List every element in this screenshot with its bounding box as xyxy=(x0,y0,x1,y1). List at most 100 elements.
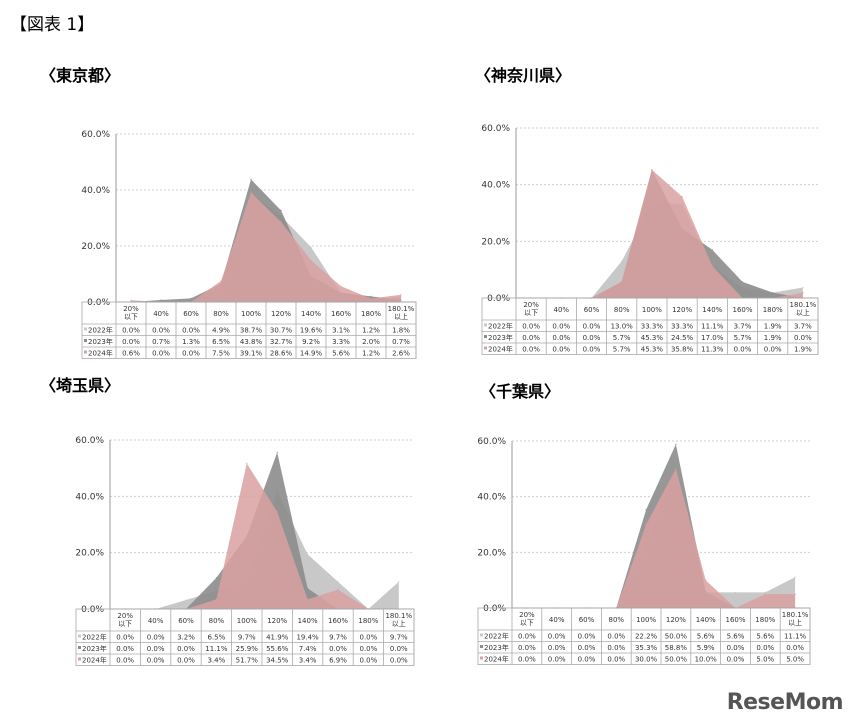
data-label: 0.7% xyxy=(152,338,170,346)
data-label: 45.3% xyxy=(641,334,664,342)
data-label: 9.7% xyxy=(238,634,256,642)
data-label: 6.5% xyxy=(208,634,226,642)
x-tick-label: 60% xyxy=(579,616,595,624)
y-tick-label: 60.0% xyxy=(75,436,104,446)
data-label: 0.6% xyxy=(122,350,140,358)
data-label: 0.0% xyxy=(360,634,378,642)
data-point xyxy=(310,259,312,261)
x-tick-label: 100% xyxy=(636,616,656,624)
data-label: 0.0% xyxy=(177,645,195,653)
data-label: 0.0% xyxy=(122,327,140,335)
x-tick-label: 180.1%以上 xyxy=(385,612,412,628)
legend-swatch xyxy=(480,633,483,637)
x-tick-label: 100% xyxy=(237,617,257,625)
data-label: 19.6% xyxy=(300,327,323,335)
data-point xyxy=(307,553,309,556)
x-tick-label: 140% xyxy=(696,616,716,624)
data-point xyxy=(250,191,252,194)
data-point xyxy=(160,299,162,301)
data-label: 0.0% xyxy=(177,657,195,665)
data-label: 0.0% xyxy=(552,334,570,342)
legend-label: 2022年 xyxy=(82,633,107,642)
data-label: 51.7% xyxy=(236,657,259,665)
data-label: 0.0% xyxy=(360,645,378,653)
x-tick-label: 160% xyxy=(732,306,752,314)
data-point xyxy=(310,246,312,248)
legend-label: 2023年 xyxy=(82,644,107,653)
data-label: 0.0% xyxy=(390,645,408,653)
data-point xyxy=(645,509,647,511)
data-point xyxy=(185,599,187,601)
data-label: 13.0% xyxy=(611,323,634,331)
y-tick-label: 20.0% xyxy=(481,237,510,247)
data-point xyxy=(276,451,278,453)
x-tick-label: 40% xyxy=(148,617,164,625)
data-label: 0.0% xyxy=(518,644,536,652)
x-tick-label: 40% xyxy=(153,310,169,318)
data-label: 0.0% xyxy=(122,338,140,346)
data-label: 0.0% xyxy=(578,633,596,641)
data-point xyxy=(802,286,804,289)
data-label: 0.0% xyxy=(552,323,570,331)
data-label: 11.3% xyxy=(701,346,724,354)
data-point xyxy=(337,589,339,591)
data-label: 39.1% xyxy=(240,350,263,358)
data-point xyxy=(398,581,400,583)
x-tick-label: 160% xyxy=(331,310,351,318)
x-tick-label: 180% xyxy=(755,616,775,624)
data-point xyxy=(621,260,623,262)
data-point xyxy=(802,292,804,294)
legend-swatch xyxy=(484,346,487,350)
data-label: 3.4% xyxy=(299,657,317,665)
data-point xyxy=(370,295,372,297)
data-label: 0.0% xyxy=(522,334,540,342)
x-tick-label: 60% xyxy=(584,306,600,314)
data-label: 11.1% xyxy=(205,645,228,653)
legend-swatch xyxy=(480,656,483,660)
x-tick-label: 120% xyxy=(672,306,692,314)
legend-label: 2024年 xyxy=(88,349,113,358)
x-tick-label: 60% xyxy=(183,310,199,318)
x-tick-label: 180.1%以上 xyxy=(782,611,809,627)
legend-label: 2023年 xyxy=(484,643,509,652)
data-label: 32.7% xyxy=(270,338,293,346)
legend-label: 2024年 xyxy=(82,656,107,665)
data-label: 28.6% xyxy=(270,350,293,358)
x-tick-label: 140% xyxy=(301,310,321,318)
data-label: 6.9% xyxy=(329,657,347,665)
data-label: 0.0% xyxy=(794,334,812,342)
data-label: 1.9% xyxy=(794,346,812,354)
resemom-logo: ReseMom xyxy=(726,690,844,715)
data-point xyxy=(276,511,278,513)
data-point xyxy=(675,468,677,470)
legend-swatch xyxy=(484,335,487,338)
data-point xyxy=(280,221,282,223)
data-point xyxy=(645,523,647,526)
data-label: 7.4% xyxy=(299,645,317,653)
data-label: 0.0% xyxy=(756,644,774,652)
data-label: 6.5% xyxy=(212,338,230,346)
data-label: 22.2% xyxy=(635,633,658,641)
data-label: 0.0% xyxy=(552,346,570,354)
data-label: 1.9% xyxy=(764,334,782,342)
legend-label: 2023年 xyxy=(488,333,513,342)
data-point xyxy=(280,209,282,211)
data-label: 3.3% xyxy=(332,338,350,346)
data-point xyxy=(794,576,796,578)
x-tick-label: 140% xyxy=(702,306,722,314)
y-tick-label: 0.0% xyxy=(487,294,510,304)
data-label: 0.0% xyxy=(734,346,752,354)
x-tick-label: 100% xyxy=(642,306,662,314)
data-point xyxy=(651,169,653,171)
data-label: 33.3% xyxy=(671,323,694,331)
figure-label: 【図表 1】 xyxy=(10,15,95,35)
data-label: 3.2% xyxy=(177,634,195,642)
x-tick-label: 120% xyxy=(271,310,291,318)
data-label: 0.0% xyxy=(583,346,601,354)
data-label: 58.8% xyxy=(665,644,688,652)
data-point xyxy=(190,297,192,299)
legend-label: 2024年 xyxy=(488,345,513,354)
data-point xyxy=(794,593,796,595)
